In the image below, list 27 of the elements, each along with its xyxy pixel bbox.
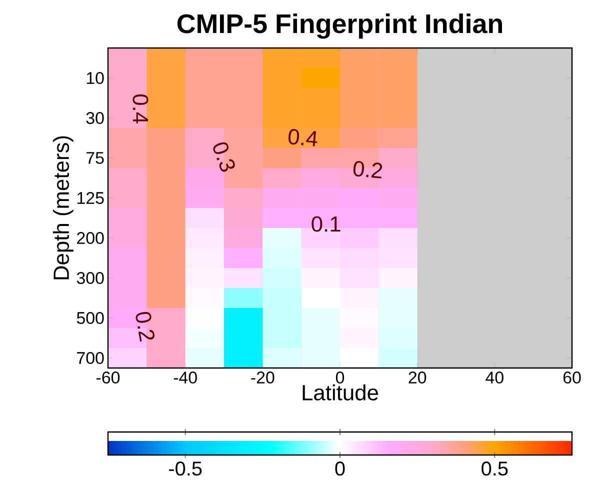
x-tick-label: 60 — [563, 372, 581, 384]
y-tick-label: 125 — [78, 192, 104, 204]
color-bar-label: -0.5 — [169, 462, 202, 476]
annotation: 0.2 — [136, 312, 154, 342]
y-tick-label: 200 — [77, 232, 104, 244]
x-tick-label: -40 — [174, 372, 197, 384]
annotation: 0.1 — [312, 216, 340, 232]
y-tick-label: 75 — [86, 152, 104, 164]
y-axis-title: Depth (meters) — [52, 136, 74, 280]
annotation: 0.2 — [353, 161, 382, 178]
x-axis-title: Latitude — [302, 384, 378, 400]
annotation: 0.3 — [213, 142, 235, 172]
annotation: 0.4 — [132, 94, 148, 124]
x-tick-label: -60 — [96, 372, 120, 384]
color-bar-label: 0.5 — [482, 462, 508, 476]
y-tick-label: 500 — [76, 312, 104, 324]
x-tick-label: 20 — [408, 372, 426, 384]
x-tick-label: 40 — [486, 372, 504, 384]
chart-title: CMIP-5 Fingerprint Indian — [177, 14, 502, 39]
color-bar-label: 0 — [335, 462, 345, 476]
x-tick-label: -20 — [251, 372, 274, 384]
annotation: 0.4 — [288, 129, 318, 146]
x-tick-label: 0 — [336, 372, 344, 384]
y-tick-label: 30 — [86, 112, 104, 124]
y-tick-label: 10 — [86, 72, 104, 84]
y-tick-label: 700 — [77, 352, 104, 364]
y-tick-label: 300 — [76, 272, 104, 284]
